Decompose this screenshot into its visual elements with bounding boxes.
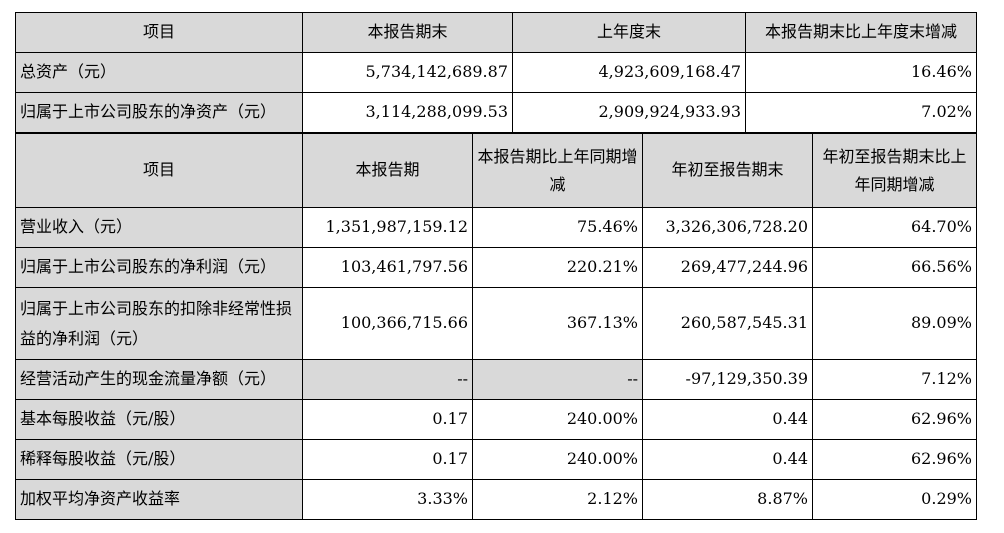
income-summary-table: 项目 本报告期 本报告期比上年同期增减 年初至报告期末 年初至报告期末比上年同期…: [15, 133, 977, 520]
header-prev-year-end: 上年度末: [512, 12, 746, 53]
header-period-change: 本报告期比上年同期增减: [472, 133, 643, 208]
row-label: 归属于上市公司股东的扣除非经常性损益的净利润（元）: [15, 287, 303, 360]
header-period: 本报告期: [302, 133, 473, 208]
row-label: 经营活动产生的现金流量净额（元）: [15, 359, 303, 400]
cell-value: 367.13%: [472, 287, 643, 360]
cell-value: 5,734,142,689.87: [302, 52, 513, 93]
cell-value: 0.17: [302, 399, 473, 440]
cell-value: -97,129,350.39: [642, 359, 813, 400]
table-header-row: 项目 本报告期 本报告期比上年同期增减 年初至报告期末 年初至报告期末比上年同期…: [15, 133, 977, 208]
cell-value: 3,326,306,728.20: [642, 207, 813, 248]
cell-value: 103,461,797.56: [302, 247, 473, 288]
table-row: 归属于上市公司股东的扣除非经常性损益的净利润（元） 100,366,715.66…: [15, 287, 977, 360]
cell-value: 100,366,715.66: [302, 287, 473, 360]
cell-value: 2.12%: [472, 479, 643, 520]
table-row: 经营活动产生的现金流量净额（元） -- -- -97,129,350.39 7.…: [15, 359, 977, 400]
cell-value: 0.44: [642, 399, 813, 440]
row-label: 归属于上市公司股东的净资产（元）: [15, 92, 303, 133]
balance-summary-table: 项目 本报告期末 上年度末 本报告期末比上年度末增减 总资产（元） 5,734,…: [15, 12, 977, 133]
cell-value: 66.56%: [812, 247, 977, 288]
table-row: 归属于上市公司股东的净利润（元） 103,461,797.56 220.21% …: [15, 247, 977, 288]
cell-value: 0.44: [642, 439, 813, 480]
cell-value: 7.12%: [812, 359, 977, 400]
header-current-end: 本报告期末: [302, 12, 513, 53]
cell-value: 3,114,288,099.53: [302, 92, 513, 133]
table-row: 归属于上市公司股东的净资产（元） 3,114,288,099.53 2,909,…: [15, 92, 977, 133]
cell-value: 0.29%: [812, 479, 977, 520]
table-row: 稀释每股收益（元/股） 0.17 240.00% 0.44 62.96%: [15, 439, 977, 480]
table-row: 基本每股收益（元/股） 0.17 240.00% 0.44 62.96%: [15, 399, 977, 440]
table-row: 加权平均净资产收益率 3.33% 2.12% 8.87% 0.29%: [15, 479, 977, 520]
cell-value: 269,477,244.96: [642, 247, 813, 288]
cell-value: 75.46%: [472, 207, 643, 248]
table-row: 营业收入（元） 1,351,987,159.12 75.46% 3,326,30…: [15, 207, 977, 248]
cell-value: --: [472, 359, 643, 400]
cell-value: --: [302, 359, 473, 400]
header-ytd-change: 年初至报告期末比上年同期增减: [812, 133, 977, 208]
cell-value: 240.00%: [472, 399, 643, 440]
row-label: 稀释每股收益（元/股）: [15, 439, 303, 480]
header-change: 本报告期末比上年度末增减: [745, 12, 977, 53]
cell-value: 8.87%: [642, 479, 813, 520]
cell-value: 4,923,609,168.47: [512, 52, 746, 93]
cell-value: 1,351,987,159.12: [302, 207, 473, 248]
cell-value: 2,909,924,933.93: [512, 92, 746, 133]
cell-value: 62.96%: [812, 439, 977, 480]
cell-value: 7.02%: [745, 92, 977, 133]
table-row: 总资产（元） 5,734,142,689.87 4,923,609,168.47…: [15, 52, 977, 93]
row-label: 基本每股收益（元/股）: [15, 399, 303, 440]
row-label: 营业收入（元）: [15, 207, 303, 248]
cell-value: 3.33%: [302, 479, 473, 520]
cell-value: 260,587,545.31: [642, 287, 813, 360]
cell-value: 240.00%: [472, 439, 643, 480]
row-label: 归属于上市公司股东的净利润（元）: [15, 247, 303, 288]
header-item: 项目: [15, 133, 303, 208]
cell-value: 62.96%: [812, 399, 977, 440]
cell-value: 0.17: [302, 439, 473, 480]
cell-value: 220.21%: [472, 247, 643, 288]
row-label: 加权平均净资产收益率: [15, 479, 303, 520]
cell-value: 16.46%: [745, 52, 977, 93]
header-item: 项目: [15, 12, 303, 53]
header-ytd: 年初至报告期末: [642, 133, 813, 208]
cell-value: 89.09%: [812, 287, 977, 360]
row-label: 总资产（元）: [15, 52, 303, 93]
cell-value: 64.70%: [812, 207, 977, 248]
table-header-row: 项目 本报告期末 上年度末 本报告期末比上年度末增减: [15, 12, 977, 53]
